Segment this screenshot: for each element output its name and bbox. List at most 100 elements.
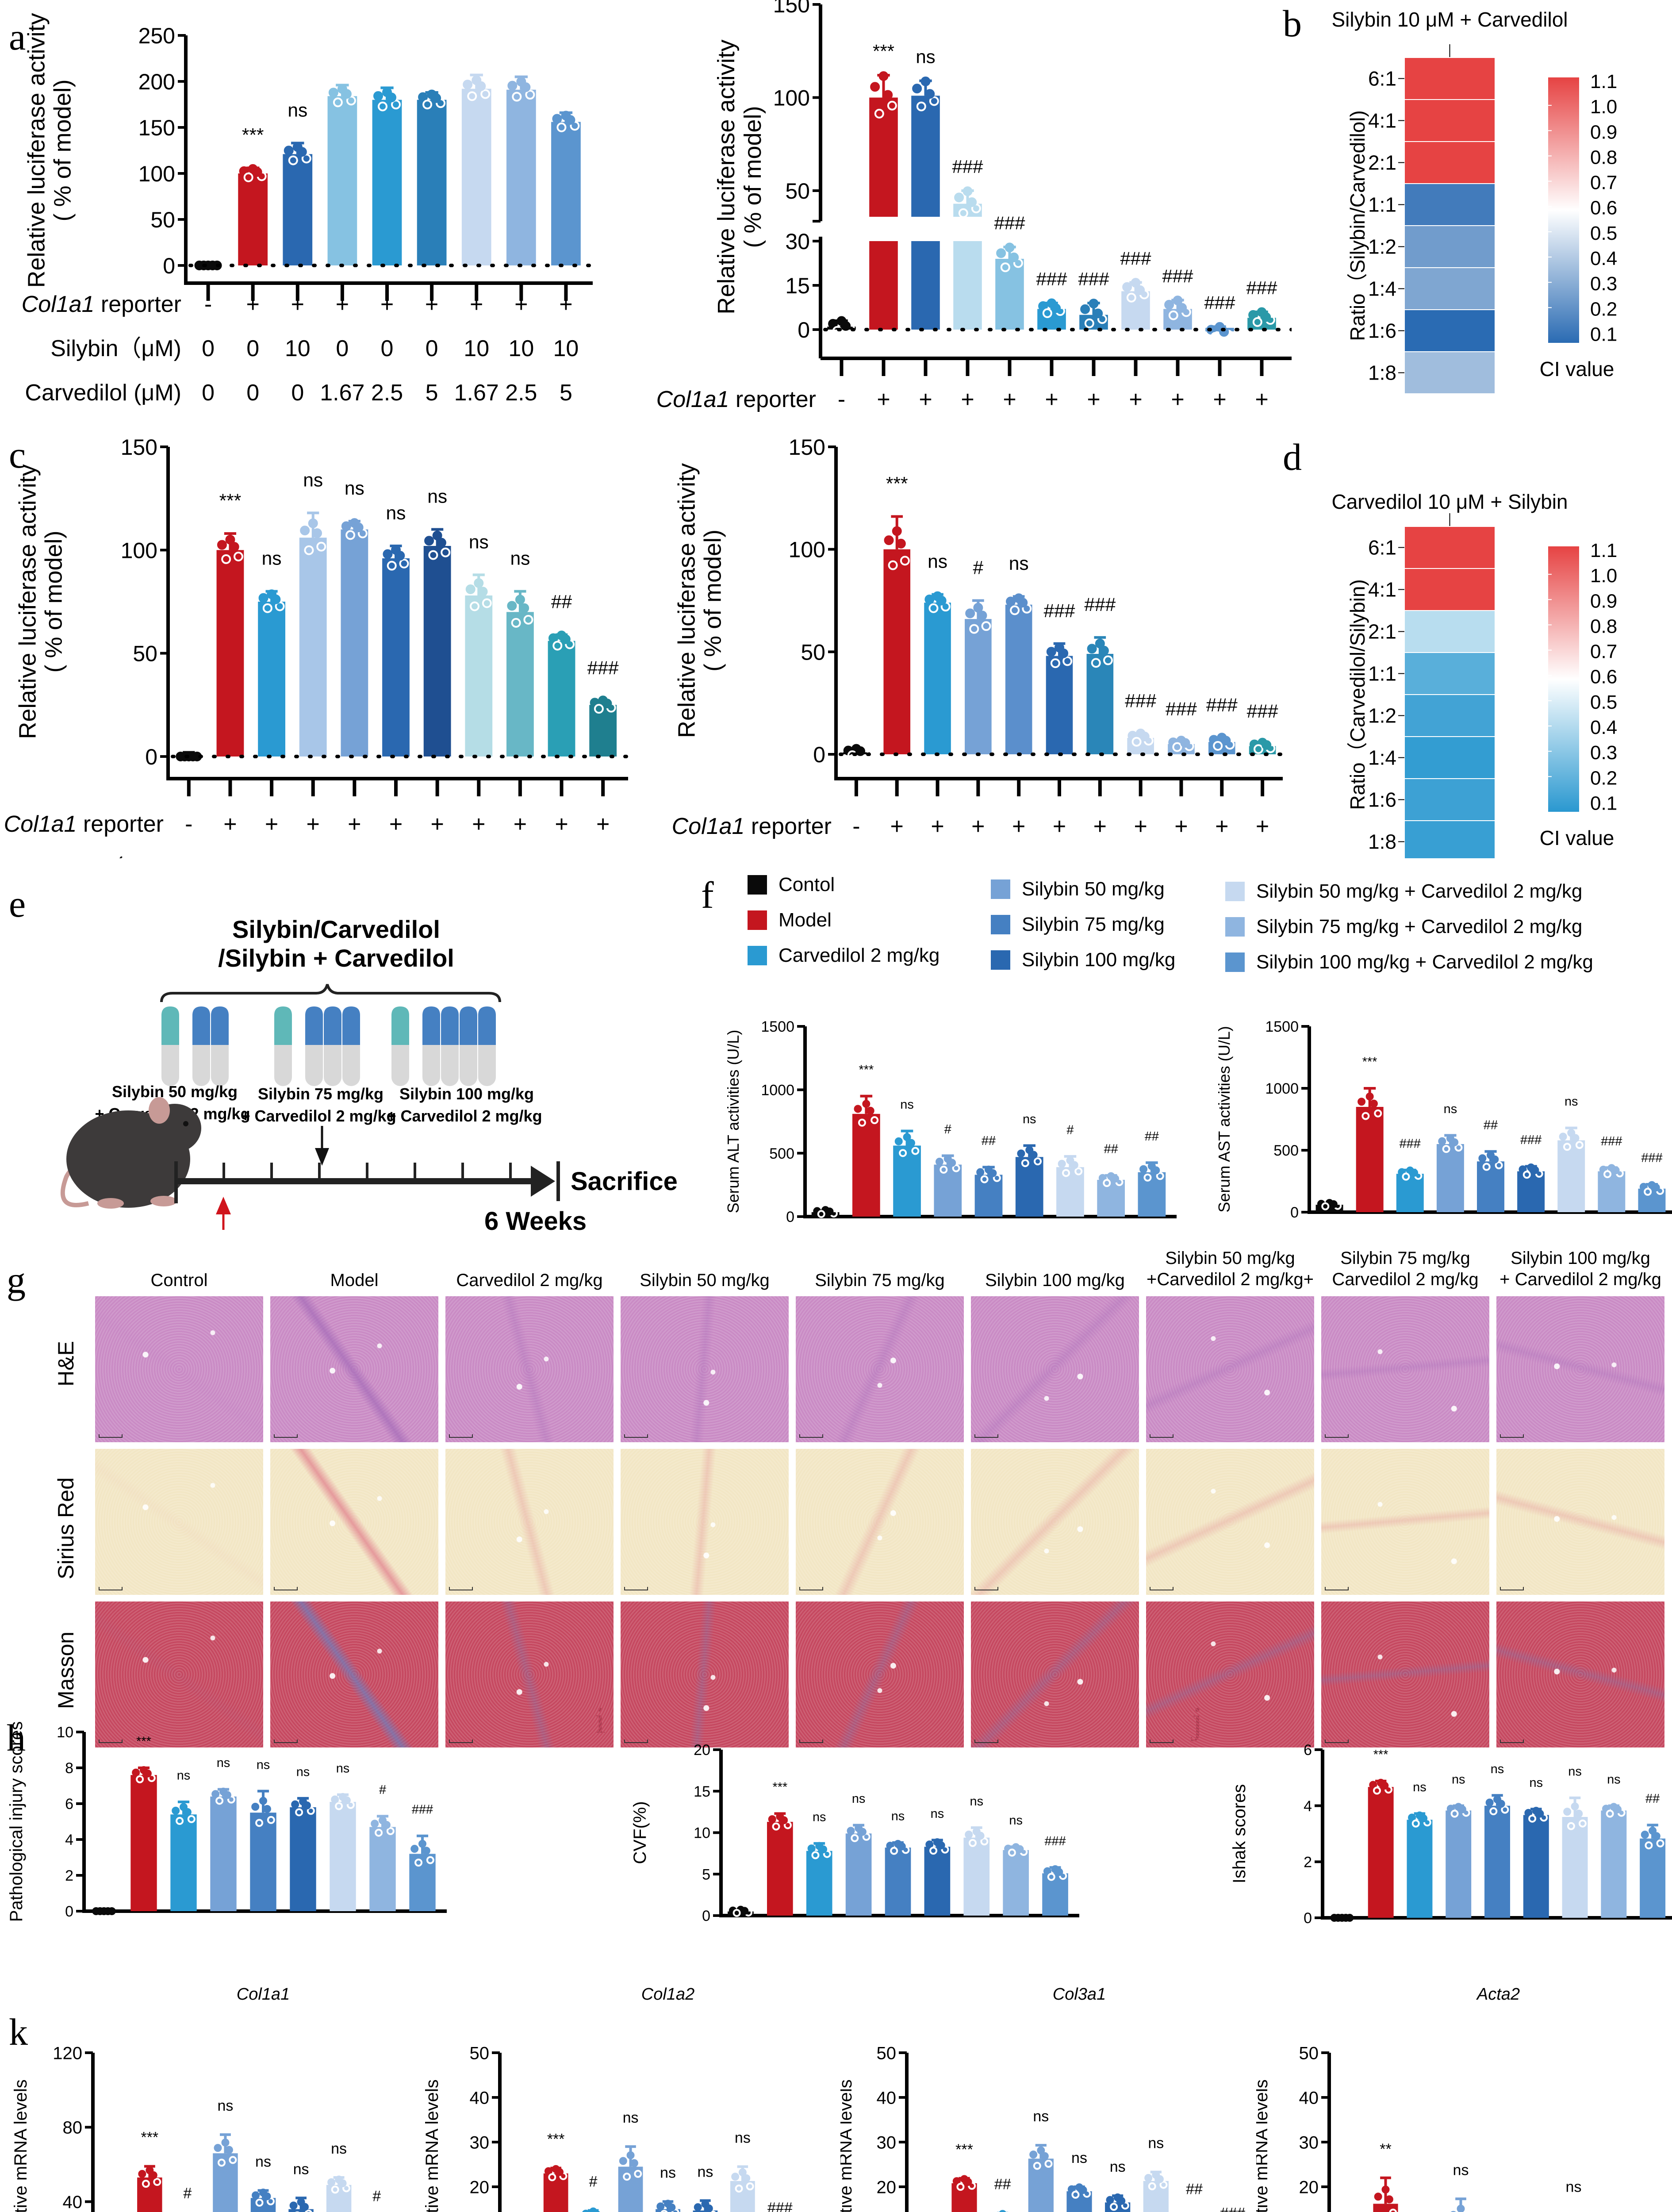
table-cell-reporter: + — [1134, 814, 1147, 839]
data-point — [1567, 1822, 1575, 1830]
significance-label: ### — [1125, 691, 1156, 712]
significance-label: ## — [1484, 1118, 1498, 1132]
table-cell-reporter: + — [514, 292, 528, 317]
histology-column-label: Silybin 75 mg/kg — [796, 1270, 964, 1291]
data-point — [263, 2192, 271, 2200]
significance-label: ns — [735, 2130, 751, 2147]
table-cell-reporter: + — [931, 814, 944, 839]
data-point — [284, 146, 294, 156]
data-point — [207, 261, 218, 270]
y-axis-label-line: Relative mRNA levels — [11, 2079, 31, 2212]
table-cell-reporter: + — [348, 811, 361, 837]
data-point — [886, 1842, 894, 1850]
data-point — [243, 172, 253, 182]
data-point — [1071, 2190, 1080, 2199]
y-tick-label: 50 — [877, 2043, 897, 2063]
bar — [995, 259, 1024, 330]
y-tick-label: 250 — [138, 23, 175, 48]
data-point — [424, 536, 434, 546]
y-tick-label: 15 — [785, 273, 810, 298]
y-axis-label: Ishak scores — [1230, 1784, 1249, 1884]
data-point — [1131, 278, 1141, 288]
bar — [1638, 1188, 1666, 1212]
data-point — [1457, 2204, 1465, 2212]
dose-label-2a: Silybin 75 mg/kg — [258, 1085, 383, 1103]
table-cell-reporter: + — [1045, 387, 1058, 412]
data-point — [819, 1845, 828, 1854]
data-point — [855, 746, 865, 756]
significance-label: # — [589, 2174, 598, 2190]
capsule-top — [478, 1006, 496, 1045]
data-point — [958, 208, 968, 218]
data-point — [431, 93, 441, 103]
data-point — [1043, 1867, 1051, 1875]
significance-label: ns — [970, 1794, 984, 1809]
y-tick-label: 30 — [785, 229, 810, 254]
data-point — [999, 2210, 1006, 2212]
y-axis-label: Relative mRNA levels — [11, 2079, 31, 2212]
capsule-top — [342, 1006, 360, 1045]
significance-label: # — [379, 1783, 386, 1797]
data-point — [1093, 308, 1103, 319]
significance-label: ### — [1220, 2205, 1245, 2212]
y-axis-label-line: Relative mRNA levels — [840, 2079, 855, 2212]
data-point — [1117, 2197, 1126, 2205]
data-point — [353, 522, 364, 533]
data-point — [1495, 1161, 1503, 1170]
panel-letter-d: d — [1283, 436, 1302, 478]
data-point — [507, 81, 518, 91]
legend-swatch — [1225, 882, 1245, 901]
y-tick-label: 150 — [138, 115, 175, 140]
colorbar-tick-label: 0.9 — [1590, 121, 1617, 143]
sacrifice-label: Sacrifice — [571, 1167, 678, 1196]
data-point — [900, 556, 910, 566]
data-point — [342, 1796, 351, 1805]
data-point — [656, 2202, 665, 2211]
data-point — [1454, 1143, 1463, 1152]
significance-label: ## — [994, 2176, 1011, 2193]
colorbar-tick-label: 0.2 — [1590, 767, 1617, 789]
heatmap-title: Carvedilol 10 μM + Silybin — [1331, 490, 1568, 513]
chart-title: Col3a1 — [1053, 1986, 1106, 2004]
histology-image-masson — [1321, 1601, 1489, 1747]
legend-label: Contol — [778, 874, 835, 895]
data-point — [410, 1845, 419, 1853]
data-point — [291, 1800, 299, 1809]
bar-lower — [911, 241, 940, 330]
significance-label: *** — [772, 1780, 787, 1794]
data-point — [1111, 1175, 1120, 1183]
row-label: 1:6 — [1368, 788, 1396, 811]
bar — [1046, 656, 1073, 754]
data-point — [221, 2139, 230, 2147]
table-cell-reporter: + — [265, 811, 278, 837]
significance-label: # — [944, 1122, 951, 1137]
legend-swatch — [991, 950, 1010, 970]
data-point — [1070, 1161, 1078, 1169]
y-axis-label: Relative luciferase activity( % of model… — [23, 13, 76, 288]
data-point — [1321, 1202, 1330, 1210]
row-label-reporter: Col1a1 reporter — [656, 387, 816, 412]
data-point — [735, 2184, 743, 2193]
significance-label: ns — [1530, 1776, 1543, 1790]
table-cell-reporter: + — [1213, 387, 1226, 412]
histology-image-sirius-red — [95, 1449, 263, 1595]
y-tick-label: 1500 — [1265, 1018, 1299, 1035]
significance-label: ns — [303, 470, 323, 491]
significance-label: ns — [255, 2153, 271, 2170]
data-point — [1501, 1805, 1509, 1814]
colorbar-tick-label: 0.3 — [1590, 742, 1617, 764]
dose-label-3a: Silybin 100 mg/kg — [399, 1085, 534, 1103]
row-label-reporter-gene: Col1a1 — [672, 814, 745, 839]
table-cell-silybin: 10 — [553, 336, 579, 361]
data-point — [940, 1165, 948, 1174]
data-point — [1603, 1170, 1612, 1179]
histology-column-label-line: Silybin 50 mg/kg — [640, 1271, 770, 1290]
y-tick-label: 0 — [65, 1903, 73, 1920]
dose-label-2b: + Carvedilol 2 mg/kg — [241, 1107, 396, 1125]
significance-label: ### — [767, 2200, 793, 2212]
data-point — [1575, 1141, 1584, 1149]
data-point — [476, 81, 486, 91]
y-axis-label: Serum AST activities (U/L) — [1215, 1026, 1233, 1212]
table-cell-silybin: 0 — [182, 856, 195, 858]
y-tick-label: 30 — [877, 2133, 897, 2152]
